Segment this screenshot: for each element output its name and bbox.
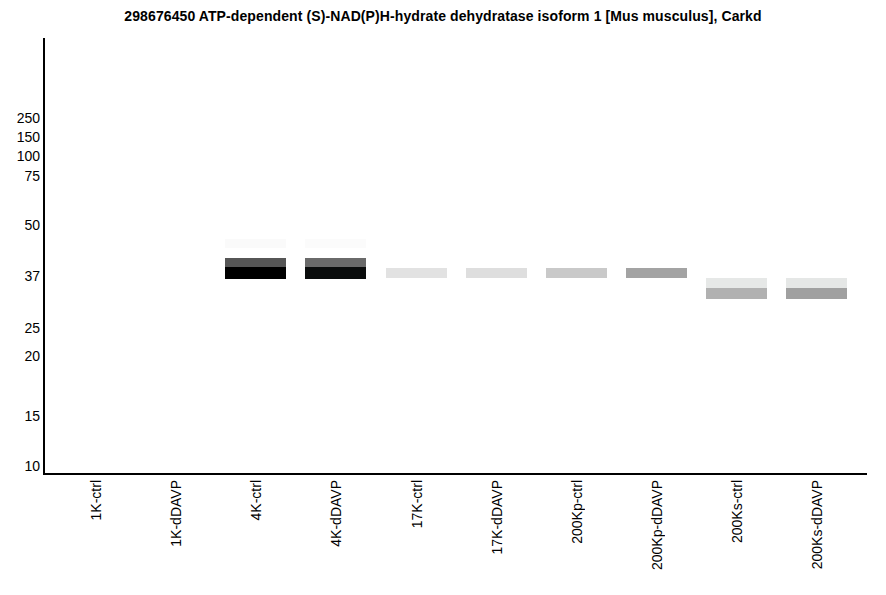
y-tick-label: 75 bbox=[0, 169, 40, 183]
lane-label: 17K-dDAVP bbox=[489, 480, 505, 554]
y-tick-label: 15 bbox=[0, 409, 40, 423]
lane-label: 1K-dDAVP bbox=[168, 480, 184, 547]
lane-label: 17K-ctrl bbox=[409, 480, 425, 528]
lane-label: 200Kp-dDAVP bbox=[649, 480, 665, 570]
gel-band bbox=[546, 268, 607, 278]
gel-band bbox=[626, 268, 687, 278]
figure-title: 298676450 ATP-dependent (S)-NAD(P)H-hydr… bbox=[0, 8, 886, 24]
gel-band bbox=[786, 288, 847, 299]
lane-label: 4K-dDAVP bbox=[328, 480, 344, 547]
y-axis-line bbox=[43, 38, 45, 475]
y-tick-label: 100 bbox=[0, 149, 40, 163]
lane-label: 200Ks-ctrl bbox=[729, 480, 745, 543]
y-tick-label: 150 bbox=[0, 130, 40, 144]
y-tick-label: 250 bbox=[0, 111, 40, 125]
gel-band bbox=[466, 268, 527, 278]
gel-band bbox=[225, 267, 286, 279]
lane-label: 200Kp-ctrl bbox=[569, 480, 585, 544]
y-tick-label: 50 bbox=[0, 218, 40, 232]
gel-blot-figure: 298676450 ATP-dependent (S)-NAD(P)H-hydr… bbox=[0, 0, 886, 595]
y-tick-label: 20 bbox=[0, 349, 40, 363]
lane-label: 1K-ctrl bbox=[88, 480, 104, 520]
x-axis-line bbox=[43, 473, 867, 475]
gel-band bbox=[786, 278, 847, 288]
y-tick-label: 10 bbox=[0, 459, 40, 473]
gel-band bbox=[305, 239, 366, 248]
gel-band bbox=[706, 288, 767, 299]
gel-band bbox=[305, 267, 366, 279]
gel-band bbox=[305, 258, 366, 267]
lane-label: 200Ks-dDAVP bbox=[809, 480, 825, 569]
gel-band bbox=[225, 258, 286, 267]
y-tick-label: 37 bbox=[0, 269, 40, 283]
gel-band bbox=[386, 268, 447, 278]
y-tick-label: 25 bbox=[0, 321, 40, 335]
gel-band bbox=[706, 278, 767, 288]
gel-band bbox=[225, 239, 286, 248]
lane-label: 4K-ctrl bbox=[248, 480, 264, 520]
